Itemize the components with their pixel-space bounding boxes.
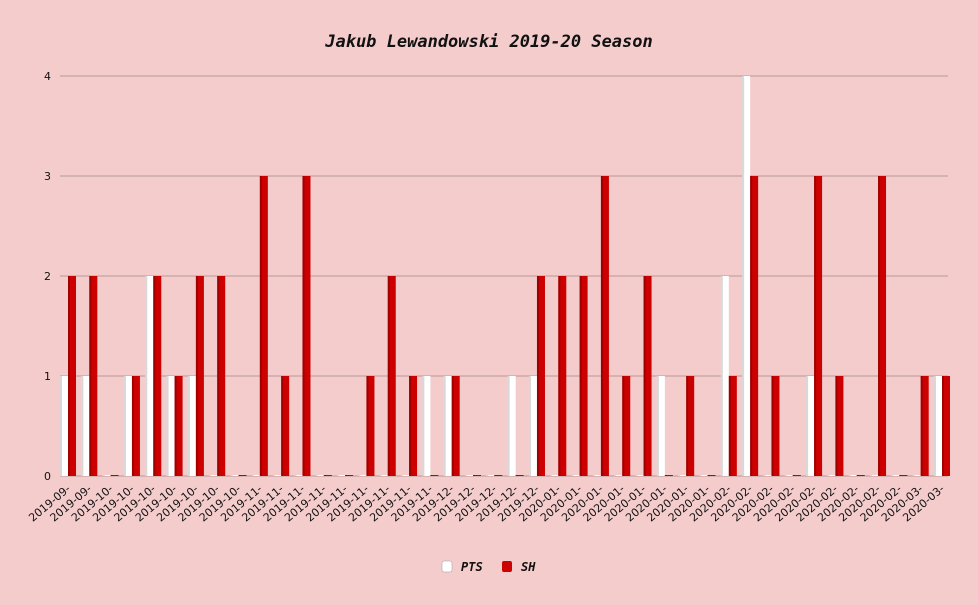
bar-pts: [571, 475, 580, 476]
bar-sh: [131, 376, 140, 476]
bar-sh: [302, 176, 311, 476]
bar-sh: [814, 176, 823, 476]
legend-label-sh: SH: [521, 560, 536, 574]
y-tick-label: 0: [44, 470, 51, 483]
bar-pts: [550, 475, 559, 476]
bar-sh: [536, 276, 545, 476]
bar-pts: [699, 475, 708, 476]
bar-pts: [635, 475, 644, 476]
bar-sh: [217, 276, 226, 476]
bar-sh: [579, 276, 588, 476]
bar-pts: [891, 475, 900, 476]
bar-sh: [600, 176, 609, 476]
bar-pts: [848, 475, 857, 476]
bar-sh: [494, 475, 503, 476]
bar-pts: [614, 475, 623, 476]
bar-sh: [153, 276, 162, 476]
bar-sh: [942, 376, 950, 476]
y-axis-ticks: 0 1 2 3 4: [44, 70, 51, 483]
bar-pts: [187, 376, 196, 476]
bar-sh: [643, 276, 652, 476]
bar-pts: [422, 376, 431, 476]
bar-pts: [379, 475, 388, 476]
bar-pts: [465, 475, 474, 476]
bar-sh: [110, 475, 119, 476]
bar-pts: [81, 376, 90, 476]
bar-sh: [920, 376, 929, 476]
bar-pts: [656, 376, 665, 476]
bar-sh: [856, 475, 865, 476]
bar-pts: [912, 475, 921, 476]
bar-pts: [209, 475, 218, 476]
bar-pts: [443, 376, 452, 476]
legend: PTS SH: [441, 560, 536, 574]
bar-pts: [934, 376, 942, 476]
y-tick-label: 4: [44, 70, 51, 83]
bar-pts: [806, 376, 815, 476]
bar-sh: [238, 475, 247, 476]
bar-sh: [707, 475, 716, 476]
bar-pts: [145, 276, 154, 476]
y-tick-label: 1: [44, 370, 51, 383]
x-axis-ticks: 2019-09-2019-09-2019-10-2019-10-2019-10-…: [26, 482, 947, 524]
bar-sh: [878, 176, 887, 476]
bar-sh: [664, 475, 673, 476]
bar-pts: [230, 475, 239, 476]
bar-pts: [102, 475, 111, 476]
bar-sh: [771, 376, 780, 476]
bar-sh: [899, 475, 908, 476]
bar-sh: [728, 376, 737, 476]
chart-title: Jakub Lewandowski 2019-20 Season: [324, 32, 653, 52]
bar-sh: [366, 376, 375, 476]
bar-sh: [323, 475, 332, 476]
bar-pts: [273, 475, 282, 476]
bar-sh: [750, 176, 759, 476]
legend-label-pts: PTS: [461, 560, 483, 574]
bar-pts: [166, 376, 175, 476]
y-tick-label: 3: [44, 170, 51, 183]
bar-sh: [68, 276, 76, 476]
bar-sh: [622, 376, 631, 476]
bar-sh: [281, 376, 290, 476]
bar-sh: [473, 475, 482, 476]
bar-pts: [358, 475, 367, 476]
bar-pts: [827, 475, 836, 476]
bar-pts: [784, 475, 793, 476]
bar-pts: [528, 376, 537, 476]
bar-sh: [409, 376, 418, 476]
bar-pts: [486, 475, 495, 476]
legend-swatch-sh: [502, 561, 512, 572]
bar-pts: [870, 475, 879, 476]
bar-pts: [337, 475, 346, 476]
bar-pts: [678, 475, 687, 476]
bar-pts: [507, 376, 516, 476]
bar-pts: [592, 475, 601, 476]
bar-sh: [195, 276, 204, 476]
bar-pts: [315, 475, 324, 476]
y-tick-label: 2: [44, 270, 51, 283]
legend-swatch-pts: [441, 560, 453, 573]
bar-pts: [123, 376, 132, 476]
bar-pts: [742, 76, 751, 476]
bar-sh: [835, 376, 844, 476]
bar-sh: [89, 276, 98, 476]
bar-sh: [558, 276, 567, 476]
bar-pts: [401, 475, 410, 476]
bar-sh: [515, 475, 524, 476]
bar-pts: [60, 376, 68, 476]
bar-sh: [451, 376, 460, 476]
bar-pts: [763, 475, 772, 476]
bar-sh: [259, 176, 268, 476]
bar-sh: [345, 475, 354, 476]
bar-sh: [686, 376, 695, 476]
bar-sh: [387, 276, 396, 476]
bar-pts: [294, 475, 303, 476]
bar-pts: [251, 475, 260, 476]
bar-sh: [174, 376, 183, 476]
bar-sh: [792, 475, 801, 476]
bar-sh: [430, 475, 439, 476]
bar-pts: [720, 276, 729, 476]
bars: [60, 76, 950, 476]
